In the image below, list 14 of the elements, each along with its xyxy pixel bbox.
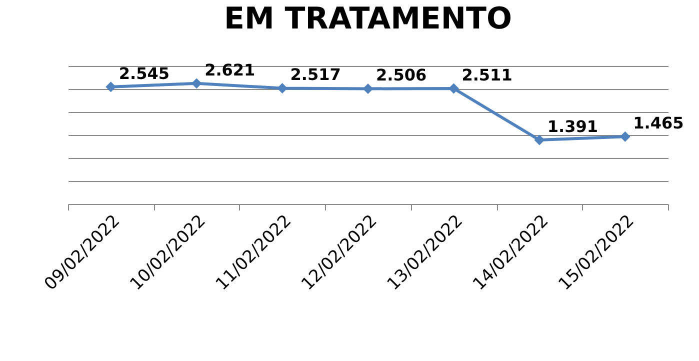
data-label: 2.511 [462,65,512,84]
data-label: 2.517 [290,65,341,84]
point [534,134,545,146]
point [620,131,630,142]
point [277,82,288,94]
data-label: 2.621 [204,60,256,80]
point [362,83,374,94]
data-label: 1.391 [547,117,598,136]
data-label: 2.506 [376,66,427,85]
point [106,82,116,92]
point [191,78,202,89]
chart-title: EM TRATAMENTO [224,1,512,36]
data-label: 2.545 [118,64,170,83]
data-label: 1.465 [633,114,684,133]
